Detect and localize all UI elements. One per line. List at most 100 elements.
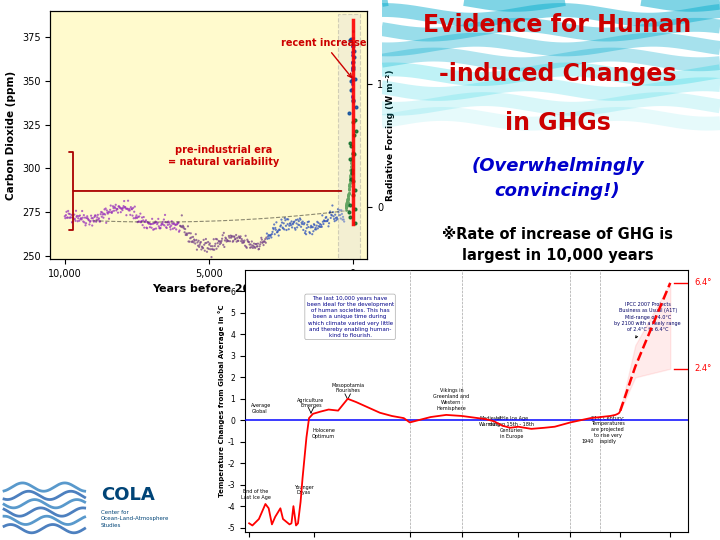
Point bbox=[179, 228, 190, 237]
Point bbox=[283, 225, 294, 234]
Point bbox=[344, 172, 356, 180]
Point bbox=[168, 219, 180, 228]
Point bbox=[97, 210, 109, 219]
Point bbox=[347, 63, 359, 72]
Point bbox=[193, 237, 204, 245]
Point bbox=[336, 210, 348, 218]
Point bbox=[99, 205, 110, 214]
Point bbox=[78, 211, 89, 219]
Point bbox=[76, 207, 88, 215]
Point bbox=[340, 200, 351, 209]
Point bbox=[206, 245, 217, 253]
Point bbox=[132, 213, 144, 221]
Point bbox=[264, 234, 275, 242]
Point bbox=[321, 217, 333, 226]
Point bbox=[271, 228, 283, 237]
Point bbox=[195, 238, 207, 246]
Point bbox=[247, 244, 258, 252]
Point bbox=[348, 131, 359, 139]
Point bbox=[343, 109, 355, 117]
Point bbox=[318, 216, 330, 225]
Point bbox=[153, 224, 165, 232]
Point bbox=[184, 238, 195, 246]
Point bbox=[226, 232, 238, 241]
Point bbox=[120, 204, 132, 213]
Point bbox=[342, 191, 354, 200]
Point bbox=[78, 218, 90, 227]
Point bbox=[136, 213, 148, 222]
Point bbox=[341, 201, 353, 210]
Point bbox=[234, 234, 246, 242]
Point bbox=[214, 240, 225, 248]
Point bbox=[95, 210, 107, 219]
Point bbox=[305, 221, 317, 230]
Point bbox=[73, 212, 84, 220]
Point bbox=[98, 213, 109, 222]
Point bbox=[269, 224, 281, 232]
Point bbox=[217, 231, 228, 240]
Point bbox=[84, 218, 96, 226]
Point bbox=[328, 215, 340, 224]
Point bbox=[294, 215, 306, 224]
Point bbox=[348, 46, 360, 55]
Point bbox=[336, 206, 347, 214]
Point bbox=[341, 203, 352, 212]
Point bbox=[114, 204, 126, 212]
Point bbox=[331, 213, 343, 222]
Point bbox=[83, 215, 94, 224]
Point bbox=[190, 230, 202, 239]
Text: 2.4°: 2.4° bbox=[694, 364, 711, 373]
Point bbox=[189, 239, 201, 248]
Point bbox=[170, 221, 181, 230]
Point bbox=[228, 237, 239, 245]
Point bbox=[234, 233, 246, 242]
Point bbox=[121, 211, 132, 220]
Point bbox=[249, 244, 261, 252]
Point bbox=[115, 208, 127, 217]
Point bbox=[203, 245, 215, 253]
Point bbox=[181, 231, 193, 239]
Point bbox=[343, 189, 355, 198]
Point bbox=[223, 232, 235, 240]
Point bbox=[346, 161, 357, 170]
Point bbox=[224, 237, 235, 246]
Text: Agriculture
Emerges: Agriculture Emerges bbox=[297, 397, 325, 408]
Point bbox=[261, 234, 273, 243]
Point bbox=[343, 188, 354, 197]
Point bbox=[281, 226, 292, 234]
Point bbox=[300, 230, 312, 239]
Text: Little Ice Age
during 15th - 18th
Centuries
in Europe: Little Ice Age during 15th - 18th Centur… bbox=[490, 416, 534, 438]
Point bbox=[222, 237, 233, 245]
Point bbox=[140, 216, 152, 225]
Point bbox=[122, 205, 133, 213]
Point bbox=[104, 206, 116, 214]
Point bbox=[346, 161, 357, 170]
Point bbox=[161, 223, 172, 232]
Point bbox=[289, 217, 300, 226]
Point bbox=[239, 241, 251, 250]
Point bbox=[149, 219, 161, 227]
Point bbox=[345, 170, 356, 179]
Point bbox=[133, 212, 145, 221]
Text: The last 10,000 years have
been ideal for the development
of human societies. Th: The last 10,000 years have been ideal fo… bbox=[307, 296, 394, 338]
Point bbox=[307, 223, 318, 232]
Point bbox=[279, 216, 291, 225]
Point bbox=[101, 206, 112, 215]
Point bbox=[343, 185, 354, 193]
Point bbox=[237, 237, 248, 245]
Point bbox=[305, 223, 316, 232]
Point bbox=[210, 234, 222, 243]
Text: Mesopotamia
Flourishes: Mesopotamia Flourishes bbox=[331, 383, 364, 394]
Point bbox=[66, 211, 77, 219]
Point bbox=[342, 195, 354, 204]
Point bbox=[344, 179, 356, 188]
Point bbox=[91, 218, 102, 226]
Point bbox=[344, 179, 356, 187]
Point bbox=[240, 242, 252, 251]
Point bbox=[241, 244, 253, 252]
Point bbox=[152, 218, 163, 227]
Point bbox=[88, 217, 99, 225]
Point bbox=[291, 219, 302, 228]
Point bbox=[343, 181, 355, 190]
Point bbox=[341, 201, 352, 210]
